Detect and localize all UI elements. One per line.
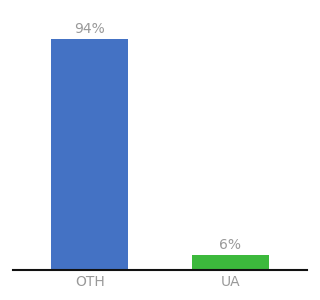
Bar	[51, 39, 128, 270]
Text: 94%: 94%	[75, 22, 105, 36]
Bar	[192, 255, 269, 270]
Text: 6%: 6%	[219, 238, 241, 252]
